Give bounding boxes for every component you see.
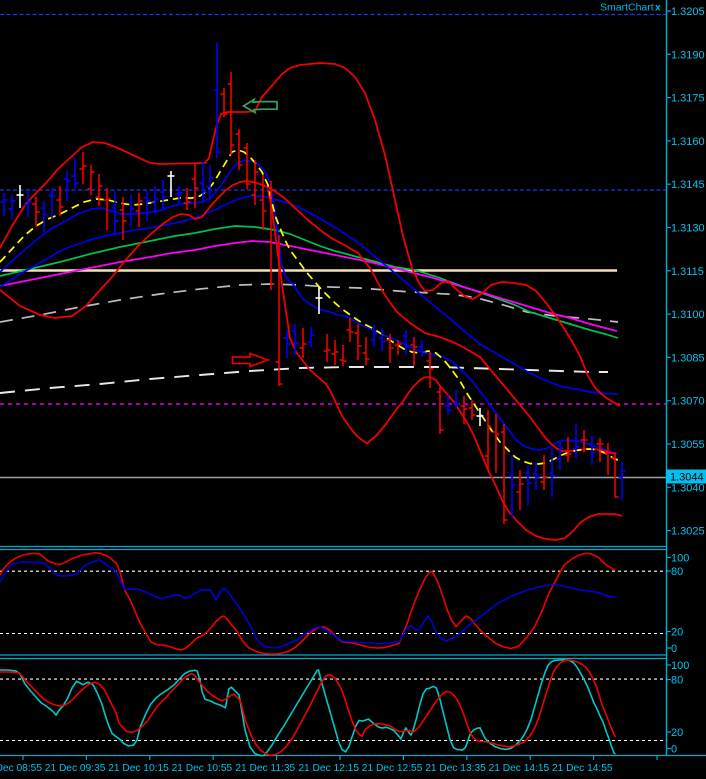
- svg-text:1.3130: 1.3130: [671, 223, 705, 235]
- svg-text:80: 80: [671, 675, 683, 687]
- svg-text:21 Dec 09:35: 21 Dec 09:35: [45, 763, 106, 774]
- svg-text:100: 100: [671, 660, 689, 672]
- svg-text:21 Dec 14:55: 21 Dec 14:55: [552, 763, 613, 774]
- svg-text:20: 20: [671, 727, 683, 739]
- svg-text:21 Dec 10:15: 21 Dec 10:15: [108, 763, 169, 774]
- svg-text:100: 100: [671, 553, 689, 565]
- svg-text:1.3115: 1.3115: [671, 266, 704, 278]
- svg-text:21 Dec 10:55: 21 Dec 10:55: [172, 763, 233, 774]
- svg-text:1.3145: 1.3145: [671, 179, 705, 191]
- svg-text:21 Dec 12:55: 21 Dec 12:55: [362, 763, 423, 774]
- svg-text:1.3205: 1.3205: [671, 6, 705, 18]
- svg-text:21 Dec 11:35: 21 Dec 11:35: [235, 763, 295, 774]
- svg-text:1.3044: 1.3044: [670, 472, 704, 484]
- svg-text:21 Dec 13:35: 21 Dec 13:35: [425, 763, 486, 774]
- svg-text:1.3190: 1.3190: [671, 49, 705, 61]
- svg-text:0: 0: [671, 744, 677, 756]
- svg-text:1.3055: 1.3055: [671, 439, 705, 451]
- svg-text:SmartChart: SmartChart: [600, 2, 654, 14]
- svg-text:21 Dec 14:15: 21 Dec 14:15: [489, 763, 550, 774]
- svg-text:80: 80: [671, 566, 683, 578]
- svg-text:1.3025: 1.3025: [671, 526, 705, 538]
- svg-text:1.3070: 1.3070: [671, 396, 705, 408]
- svg-text:1.3100: 1.3100: [671, 309, 705, 321]
- svg-text:1.3160: 1.3160: [671, 136, 705, 148]
- svg-text:0: 0: [671, 643, 677, 655]
- svg-text:1.3085: 1.3085: [671, 352, 705, 364]
- svg-text:21 Dec 12:15: 21 Dec 12:15: [298, 763, 359, 774]
- svg-text:21 Dec 08:55: 21 Dec 08:55: [0, 763, 42, 774]
- svg-text:20: 20: [671, 627, 683, 639]
- svg-text:1.3175: 1.3175: [671, 93, 705, 105]
- svg-text:x: x: [655, 3, 661, 14]
- svg-text:1.3040: 1.3040: [671, 482, 705, 494]
